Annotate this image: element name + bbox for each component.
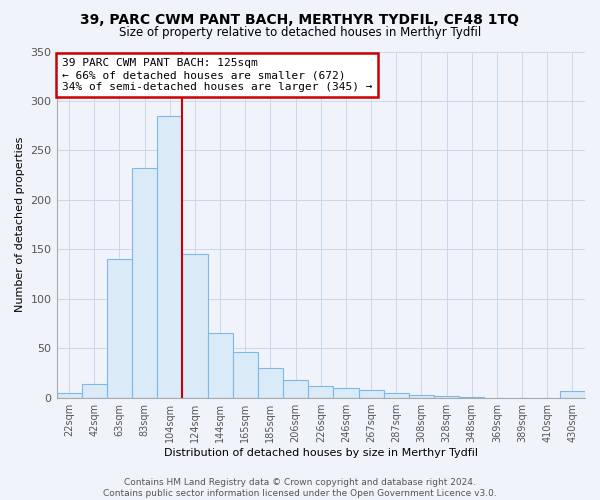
Bar — [283, 380, 308, 398]
Bar — [560, 391, 585, 398]
Text: Contains HM Land Registry data © Crown copyright and database right 2024.
Contai: Contains HM Land Registry data © Crown c… — [103, 478, 497, 498]
Bar — [308, 386, 334, 398]
Text: 39 PARC CWM PANT BACH: 125sqm
← 66% of detached houses are smaller (672)
34% of : 39 PARC CWM PANT BACH: 125sqm ← 66% of d… — [62, 58, 373, 92]
Text: 39, PARC CWM PANT BACH, MERTHYR TYDFIL, CF48 1TQ: 39, PARC CWM PANT BACH, MERTHYR TYDFIL, … — [80, 12, 520, 26]
Bar — [157, 116, 182, 398]
Bar — [208, 334, 233, 398]
Bar — [82, 384, 107, 398]
Bar — [182, 254, 208, 398]
Bar — [409, 394, 434, 398]
Bar — [434, 396, 459, 398]
Bar — [258, 368, 283, 398]
Text: Size of property relative to detached houses in Merthyr Tydfil: Size of property relative to detached ho… — [119, 26, 481, 39]
Bar — [107, 259, 132, 398]
Bar — [56, 393, 82, 398]
Bar — [383, 393, 409, 398]
Bar — [459, 396, 484, 398]
Y-axis label: Number of detached properties: Number of detached properties — [15, 137, 25, 312]
Bar — [233, 352, 258, 398]
X-axis label: Distribution of detached houses by size in Merthyr Tydfil: Distribution of detached houses by size … — [164, 448, 478, 458]
Bar — [132, 168, 157, 398]
Bar — [359, 390, 383, 398]
Bar — [334, 388, 359, 398]
